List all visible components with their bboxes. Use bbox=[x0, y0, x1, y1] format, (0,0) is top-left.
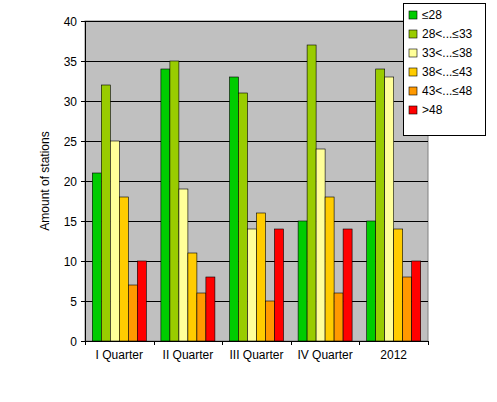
bar bbox=[239, 93, 248, 341]
bar bbox=[101, 85, 110, 341]
legend-swatch bbox=[409, 106, 417, 114]
y-tick-label: 15 bbox=[64, 215, 78, 229]
bar bbox=[298, 221, 307, 341]
bar bbox=[394, 229, 403, 341]
bar bbox=[334, 293, 343, 341]
y-tick-label: 30 bbox=[64, 95, 78, 109]
x-tick-label: I Quarter bbox=[96, 348, 143, 362]
bar bbox=[110, 141, 119, 341]
bar bbox=[412, 261, 421, 341]
x-tick-label: III Quarter bbox=[229, 348, 283, 362]
bar bbox=[128, 285, 137, 341]
y-tick-label: 40 bbox=[64, 15, 78, 29]
legend-label: 33<...≤38 bbox=[422, 46, 473, 60]
bar bbox=[257, 213, 266, 341]
y-tick-label: 10 bbox=[64, 255, 78, 269]
y-tick bbox=[81, 141, 85, 142]
legend-swatch bbox=[409, 30, 417, 38]
bar bbox=[385, 77, 394, 341]
y-tick bbox=[81, 181, 85, 182]
bar bbox=[170, 61, 179, 341]
bar bbox=[188, 253, 197, 341]
bar bbox=[307, 45, 316, 341]
y-tick-label: 25 bbox=[64, 135, 78, 149]
bar bbox=[367, 221, 376, 341]
bar bbox=[376, 69, 385, 341]
bar bbox=[161, 69, 170, 341]
legend-label: ≤28 bbox=[422, 8, 442, 22]
legend-swatch bbox=[409, 49, 417, 57]
legend-label: 28<...≤33 bbox=[422, 27, 473, 41]
y-tick-label: 35 bbox=[64, 55, 78, 69]
legend-label: >48 bbox=[422, 103, 443, 117]
bar bbox=[179, 189, 188, 341]
y-tick bbox=[81, 221, 85, 222]
y-axis bbox=[85, 21, 86, 341]
bar bbox=[230, 77, 239, 341]
y-axis-label: Amount of stations bbox=[38, 131, 52, 230]
y-tick bbox=[81, 301, 85, 302]
x-tick bbox=[154, 341, 155, 345]
legend-label: 38<...≤43 bbox=[422, 65, 473, 79]
bar bbox=[275, 229, 284, 341]
x-tick bbox=[428, 341, 429, 345]
y-tick bbox=[81, 261, 85, 262]
bar bbox=[343, 229, 352, 341]
bar bbox=[248, 229, 257, 341]
x-tick bbox=[222, 341, 223, 345]
x-tick bbox=[291, 341, 292, 345]
bar bbox=[316, 149, 325, 341]
y-tick bbox=[81, 61, 85, 62]
grid-line bbox=[85, 341, 428, 342]
x-axis bbox=[85, 341, 428, 342]
y-tick-label: 20 bbox=[64, 175, 78, 189]
grid-line bbox=[85, 61, 428, 62]
legend-label: 43<...≤48 bbox=[422, 84, 473, 98]
y-tick-label: 5 bbox=[70, 295, 77, 309]
x-tick bbox=[359, 341, 360, 345]
x-tick-label: II Quarter bbox=[163, 348, 214, 362]
bar bbox=[266, 301, 275, 341]
legend: ≤28 28<...≤33 33<...≤38 38<...≤43 43<...≤48 >… bbox=[404, 4, 486, 136]
bars bbox=[92, 45, 420, 341]
legend-swatch bbox=[409, 87, 417, 95]
legend-swatch bbox=[409, 68, 417, 76]
legend-swatch bbox=[409, 11, 417, 19]
bar bbox=[92, 173, 101, 341]
plot-area bbox=[85, 21, 428, 341]
bar bbox=[137, 261, 146, 341]
bar bbox=[206, 277, 215, 341]
bar bbox=[197, 293, 206, 341]
y-tick bbox=[81, 341, 85, 342]
bar bbox=[119, 197, 128, 341]
x-tick-label: IV Quarter bbox=[297, 348, 352, 362]
legend-box bbox=[404, 4, 486, 136]
x-tick bbox=[85, 341, 86, 345]
x-tick-label: 2012 bbox=[380, 348, 407, 362]
grid-line bbox=[85, 21, 428, 22]
bar bbox=[403, 277, 412, 341]
y-tick-label: 0 bbox=[70, 335, 77, 349]
bar bbox=[325, 197, 334, 341]
y-tick bbox=[81, 101, 85, 102]
chart: 0 5 10 15 20 25 30 35 40 I Quarter II Quarter III Q… bbox=[0, 0, 497, 402]
y-tick bbox=[81, 21, 85, 22]
